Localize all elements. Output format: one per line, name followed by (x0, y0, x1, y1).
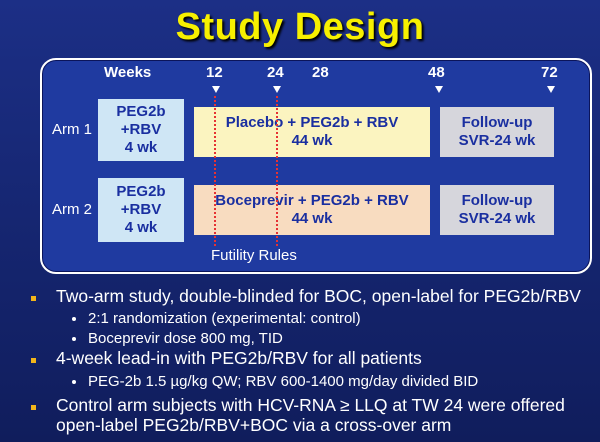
tick-arrow-24 (273, 86, 281, 93)
arm-1-treatment-box: Placebo + PEG2b + RBV 44 wk (194, 107, 430, 157)
arm-1-followup-line-1: Follow-up (461, 114, 533, 131)
sub-bullet-1-1-text: 2:1 randomization (experimental: control… (88, 310, 361, 327)
arm-1-leadin-line-3: 4 wk (124, 139, 158, 156)
futility-rules-label: Futility Rules (211, 247, 297, 264)
bullet-2-text: 4-week lead-in with PEG2b/RBV for all pa… (56, 348, 422, 368)
weeks-label: Weeks (104, 64, 152, 81)
sub-bullet-1-2-marker (72, 337, 76, 341)
arm-2-leadin-box: PEG2b +RBV 4 wk (98, 178, 184, 242)
bullet-1-text: Two-arm study, double-blinded for BOC, o… (56, 286, 581, 306)
tick-arrow-72 (547, 86, 555, 93)
arm-2-followup-box: Follow-up SVR-24 wk (440, 185, 554, 235)
bullet-1-marker (31, 296, 36, 301)
sub-bullet-1-1-marker (72, 317, 76, 321)
sub-bullet-2-1-marker (72, 380, 76, 384)
arm-2-treatment-line-2: 44 wk (291, 210, 333, 227)
arm-1-leadin-box: PEG2b +RBV 4 wk (98, 99, 184, 161)
arm-1-followup-line-2: SVR-24 wk (458, 132, 536, 149)
arm-2-leadin-line-2: +RBV (120, 201, 162, 218)
arm-2-leadin-line-1: PEG2b (116, 183, 166, 200)
sub-bullet-1-2-text: Boceprevir dose 800 mg, TID (88, 330, 283, 347)
futility-line-week-24 (276, 96, 278, 246)
arm-2-treatment-line-1: Boceprevir + PEG2b + RBV (215, 192, 409, 209)
week-tick-24: 24 (267, 64, 284, 81)
arm-1-treatment-line-1: Placebo + PEG2b + RBV (225, 114, 399, 131)
bullet-2-marker (31, 358, 36, 363)
week-tick-28: 28 (312, 64, 329, 81)
slide-title: Study Design (175, 6, 425, 48)
bullet-3-text-line-2: open-label PEG2b/RBV+BOC via a cross-ove… (56, 415, 452, 435)
tick-arrow-12 (212, 86, 220, 93)
arm-1-leadin-line-2: +RBV (120, 121, 162, 138)
week-tick-72: 72 (541, 64, 558, 81)
arm-1-treatment-line-2: 44 wk (291, 132, 333, 149)
arm-2-leadin-line-3: 4 wk (124, 219, 158, 236)
arm-2-treatment-box: Boceprevir + PEG2b + RBV 44 wk (194, 185, 430, 235)
arm-2-followup-line-2: SVR-24 wk (458, 210, 536, 227)
arm-1-followup-box: Follow-up SVR-24 wk (440, 107, 554, 157)
futility-line-week-12 (214, 96, 216, 246)
arm-2-label: Arm 2 (52, 201, 93, 218)
bullet-3-text-line-1: Control arm subjects with HCV-RNA ≥ LLQ … (56, 395, 565, 415)
sub-bullet-2-1-text: PEG-2b 1.5 µg/kg QW; RBV 600-1400 mg/day… (88, 373, 479, 390)
arm-2-followup-line-1: Follow-up (461, 192, 533, 209)
week-tick-48: 48 (428, 64, 445, 81)
arm-1-label: Arm 1 (52, 121, 93, 138)
bullet-3-marker (31, 405, 36, 410)
week-tick-12: 12 (206, 64, 223, 81)
tick-arrow-48 (435, 86, 443, 93)
arm-1-leadin-line-1: PEG2b (116, 103, 166, 120)
